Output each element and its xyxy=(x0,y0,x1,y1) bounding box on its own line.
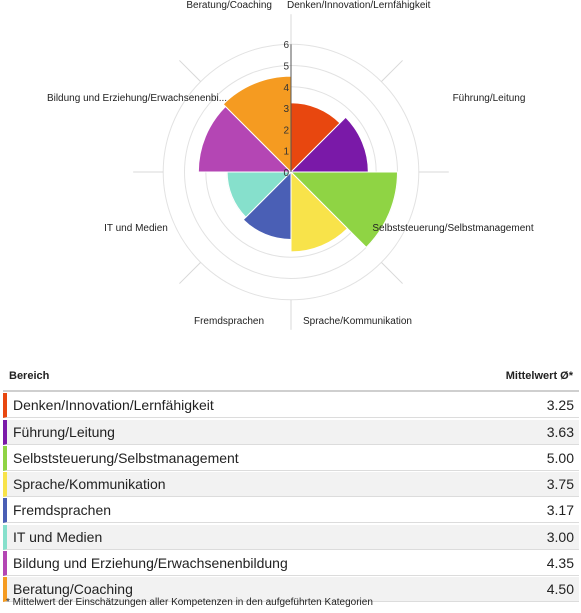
category-label: IT und Medien xyxy=(104,223,168,234)
row-label: Fremdsprachen xyxy=(13,502,112,519)
row-value: 3.17 xyxy=(546,502,574,519)
category-label: Sprache/Kommunikation xyxy=(303,316,412,327)
category-label: Fremdsprachen xyxy=(194,316,264,327)
header-mean: Mittelwert Ø* xyxy=(505,370,573,382)
table-row: Bildung und Erziehung/Erwachsenenbildung… xyxy=(3,551,579,577)
chart-svg: 0 1 2 3 4 5 6 Denken/Innovation/Lernfähigkeit Fü… xyxy=(47,0,534,330)
row-value: 3.63 xyxy=(546,423,574,440)
sector xyxy=(289,116,369,173)
row-label: Denken/Innovation/Lernfähigkeit xyxy=(13,397,214,414)
tick-label: 6 xyxy=(283,40,289,51)
table-row: Führung/Leitung 3.63 xyxy=(3,419,579,445)
footnote: * Mittelwert der Einschätzungen aller Ko… xyxy=(6,597,373,608)
radial-line xyxy=(179,262,201,284)
tick-label: 1 xyxy=(283,147,289,158)
table-row: Fremdsprachen 3.17 xyxy=(3,498,579,524)
category-label: Bildung und Erziehung/Erwachsenenbi... xyxy=(47,93,227,104)
row-label: Selbststeuerung/Selbstmanagement xyxy=(13,449,239,466)
tick-label: 0 xyxy=(283,168,289,179)
row-label: Bildung und Erziehung/Erwachsenenbildung xyxy=(13,555,288,572)
table-row: Sprache/Kommunikation 3.75 xyxy=(3,472,579,498)
table-row: Selbststeuerung/Selbstmanagement 5.00 xyxy=(3,445,579,471)
row-value: 3.00 xyxy=(546,528,574,545)
row-label: Beratung/Coaching xyxy=(13,581,133,598)
radial-line xyxy=(381,60,403,82)
sector xyxy=(242,170,292,241)
table-row: Beratung/Coaching 4.50 xyxy=(3,577,579,603)
row-value: 4.50 xyxy=(546,581,574,598)
row-label: Führung/Leitung xyxy=(13,423,115,440)
sector xyxy=(289,171,399,249)
table-row: Denken/Innovation/Lernfähigkeit 3.25 xyxy=(3,393,579,419)
sector xyxy=(222,75,292,174)
radial-line xyxy=(381,262,403,284)
sector xyxy=(290,170,349,253)
tick-label: 5 xyxy=(283,62,289,73)
table-header: Bereich Mittelwert Ø* xyxy=(3,362,579,392)
row-value: 5.00 xyxy=(546,449,574,466)
row-value: 3.75 xyxy=(546,476,574,493)
row-label: IT und Medien xyxy=(13,528,103,545)
header-area: Bereich xyxy=(9,370,50,382)
row-value: 3.25 xyxy=(546,397,574,414)
table-row: IT und Medien 3.00 xyxy=(3,524,579,550)
results-table: Bereich Mittelwert Ø* Denken/Innovation/… xyxy=(3,362,579,603)
category-label: Selbststeuerung/Selbstmanagement xyxy=(372,223,533,234)
sector xyxy=(197,105,293,173)
polar-area-chart: 0 1 2 3 4 5 6 Denken/Innovation/Lernfähigkeit Fü… xyxy=(47,0,534,330)
row-value: 4.35 xyxy=(546,555,574,572)
category-label: Führung/Leitung xyxy=(453,93,526,104)
row-label: Sprache/Kommunikation xyxy=(13,476,166,493)
radial-line xyxy=(179,60,201,82)
tick-label: 2 xyxy=(283,125,289,136)
tick-label: 4 xyxy=(283,83,289,94)
tick-label: 3 xyxy=(283,104,289,115)
category-label: Beratung/Coaching xyxy=(186,0,272,11)
category-label: Denken/Innovation/Lernfähigkeit xyxy=(287,0,431,11)
